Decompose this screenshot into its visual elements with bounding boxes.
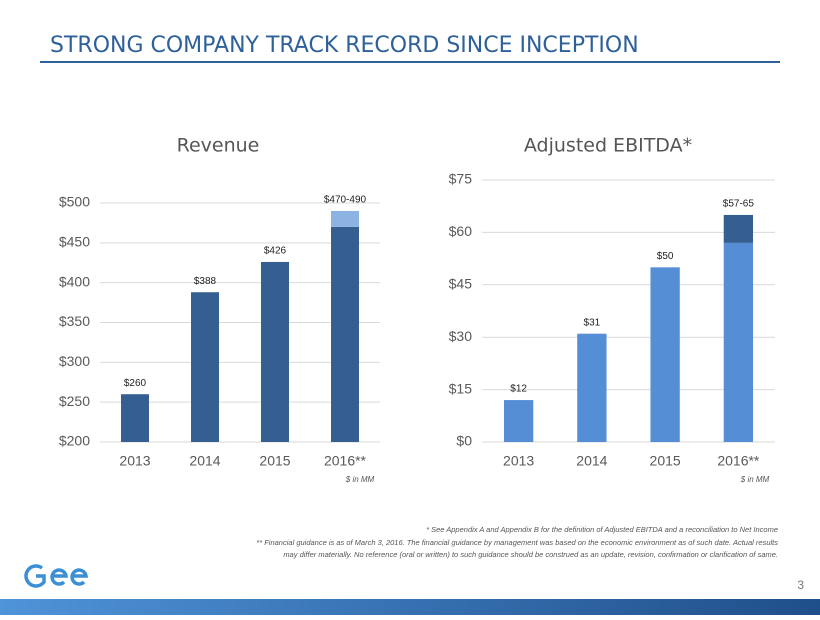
x-tick-label: 2016** [717, 453, 760, 469]
x-tick-label: 2014 [189, 453, 220, 469]
y-tick-label: $45 [449, 276, 473, 292]
x-tick-label: 2015 [259, 453, 290, 469]
bar [331, 210, 359, 227]
x-tick-label: 2016** [324, 453, 367, 469]
y-tick-label: $450 [59, 234, 90, 250]
data-label: $260 [124, 378, 147, 389]
footnote: * See Appendix A and Appendix B for the … [426, 525, 778, 534]
y-tick-label: $300 [59, 353, 90, 369]
y-tick-label: $250 [59, 393, 90, 409]
chart-title: Adjusted EBITDA* [524, 135, 692, 157]
x-tick-label: 2013 [119, 453, 150, 469]
y-tick-label: $0 [456, 433, 472, 449]
y-tick-label: $200 [59, 433, 90, 449]
bar [261, 261, 289, 442]
y-tick-label: $500 [59, 194, 90, 210]
y-tick-label: $75 [449, 171, 473, 187]
data-label: $12 [510, 384, 527, 395]
data-label: $426 [264, 246, 287, 257]
x-tick-label: 2015 [650, 453, 681, 469]
bar [577, 333, 607, 442]
chart-title: Revenue [177, 135, 260, 157]
bar [723, 242, 754, 442]
x-tick-label: 2013 [503, 453, 534, 469]
footnote: ** Financial guidance is as of March 3, … [256, 538, 778, 547]
bar [121, 394, 149, 442]
y-tick-label: $30 [449, 328, 473, 344]
bar [191, 292, 219, 442]
data-label: $57-65 [723, 199, 755, 210]
bar [331, 226, 359, 442]
data-label: $50 [657, 251, 674, 262]
y-tick-label: $15 [449, 380, 473, 396]
data-label: $470-490 [324, 195, 367, 206]
x-tick-label: 2014 [576, 453, 607, 469]
unit-note: $ in MM [740, 475, 770, 484]
data-label: $388 [194, 276, 217, 287]
slide-title: STRONG COMPANY TRACK RECORD SINCE INCEPT… [50, 33, 639, 58]
y-tick-label: $60 [449, 223, 473, 239]
data-label: $31 [584, 317, 601, 328]
bar [723, 214, 754, 243]
y-tick-label: $350 [59, 313, 90, 329]
y-tick-label: $400 [59, 273, 90, 289]
page-number: 3 [797, 578, 804, 592]
bar [650, 267, 680, 442]
footer-band [0, 599, 820, 615]
unit-note: $ in MM [345, 475, 375, 484]
footnote: may differ materially. No reference (ora… [283, 550, 778, 559]
logo [24, 564, 89, 588]
bar [503, 400, 534, 442]
